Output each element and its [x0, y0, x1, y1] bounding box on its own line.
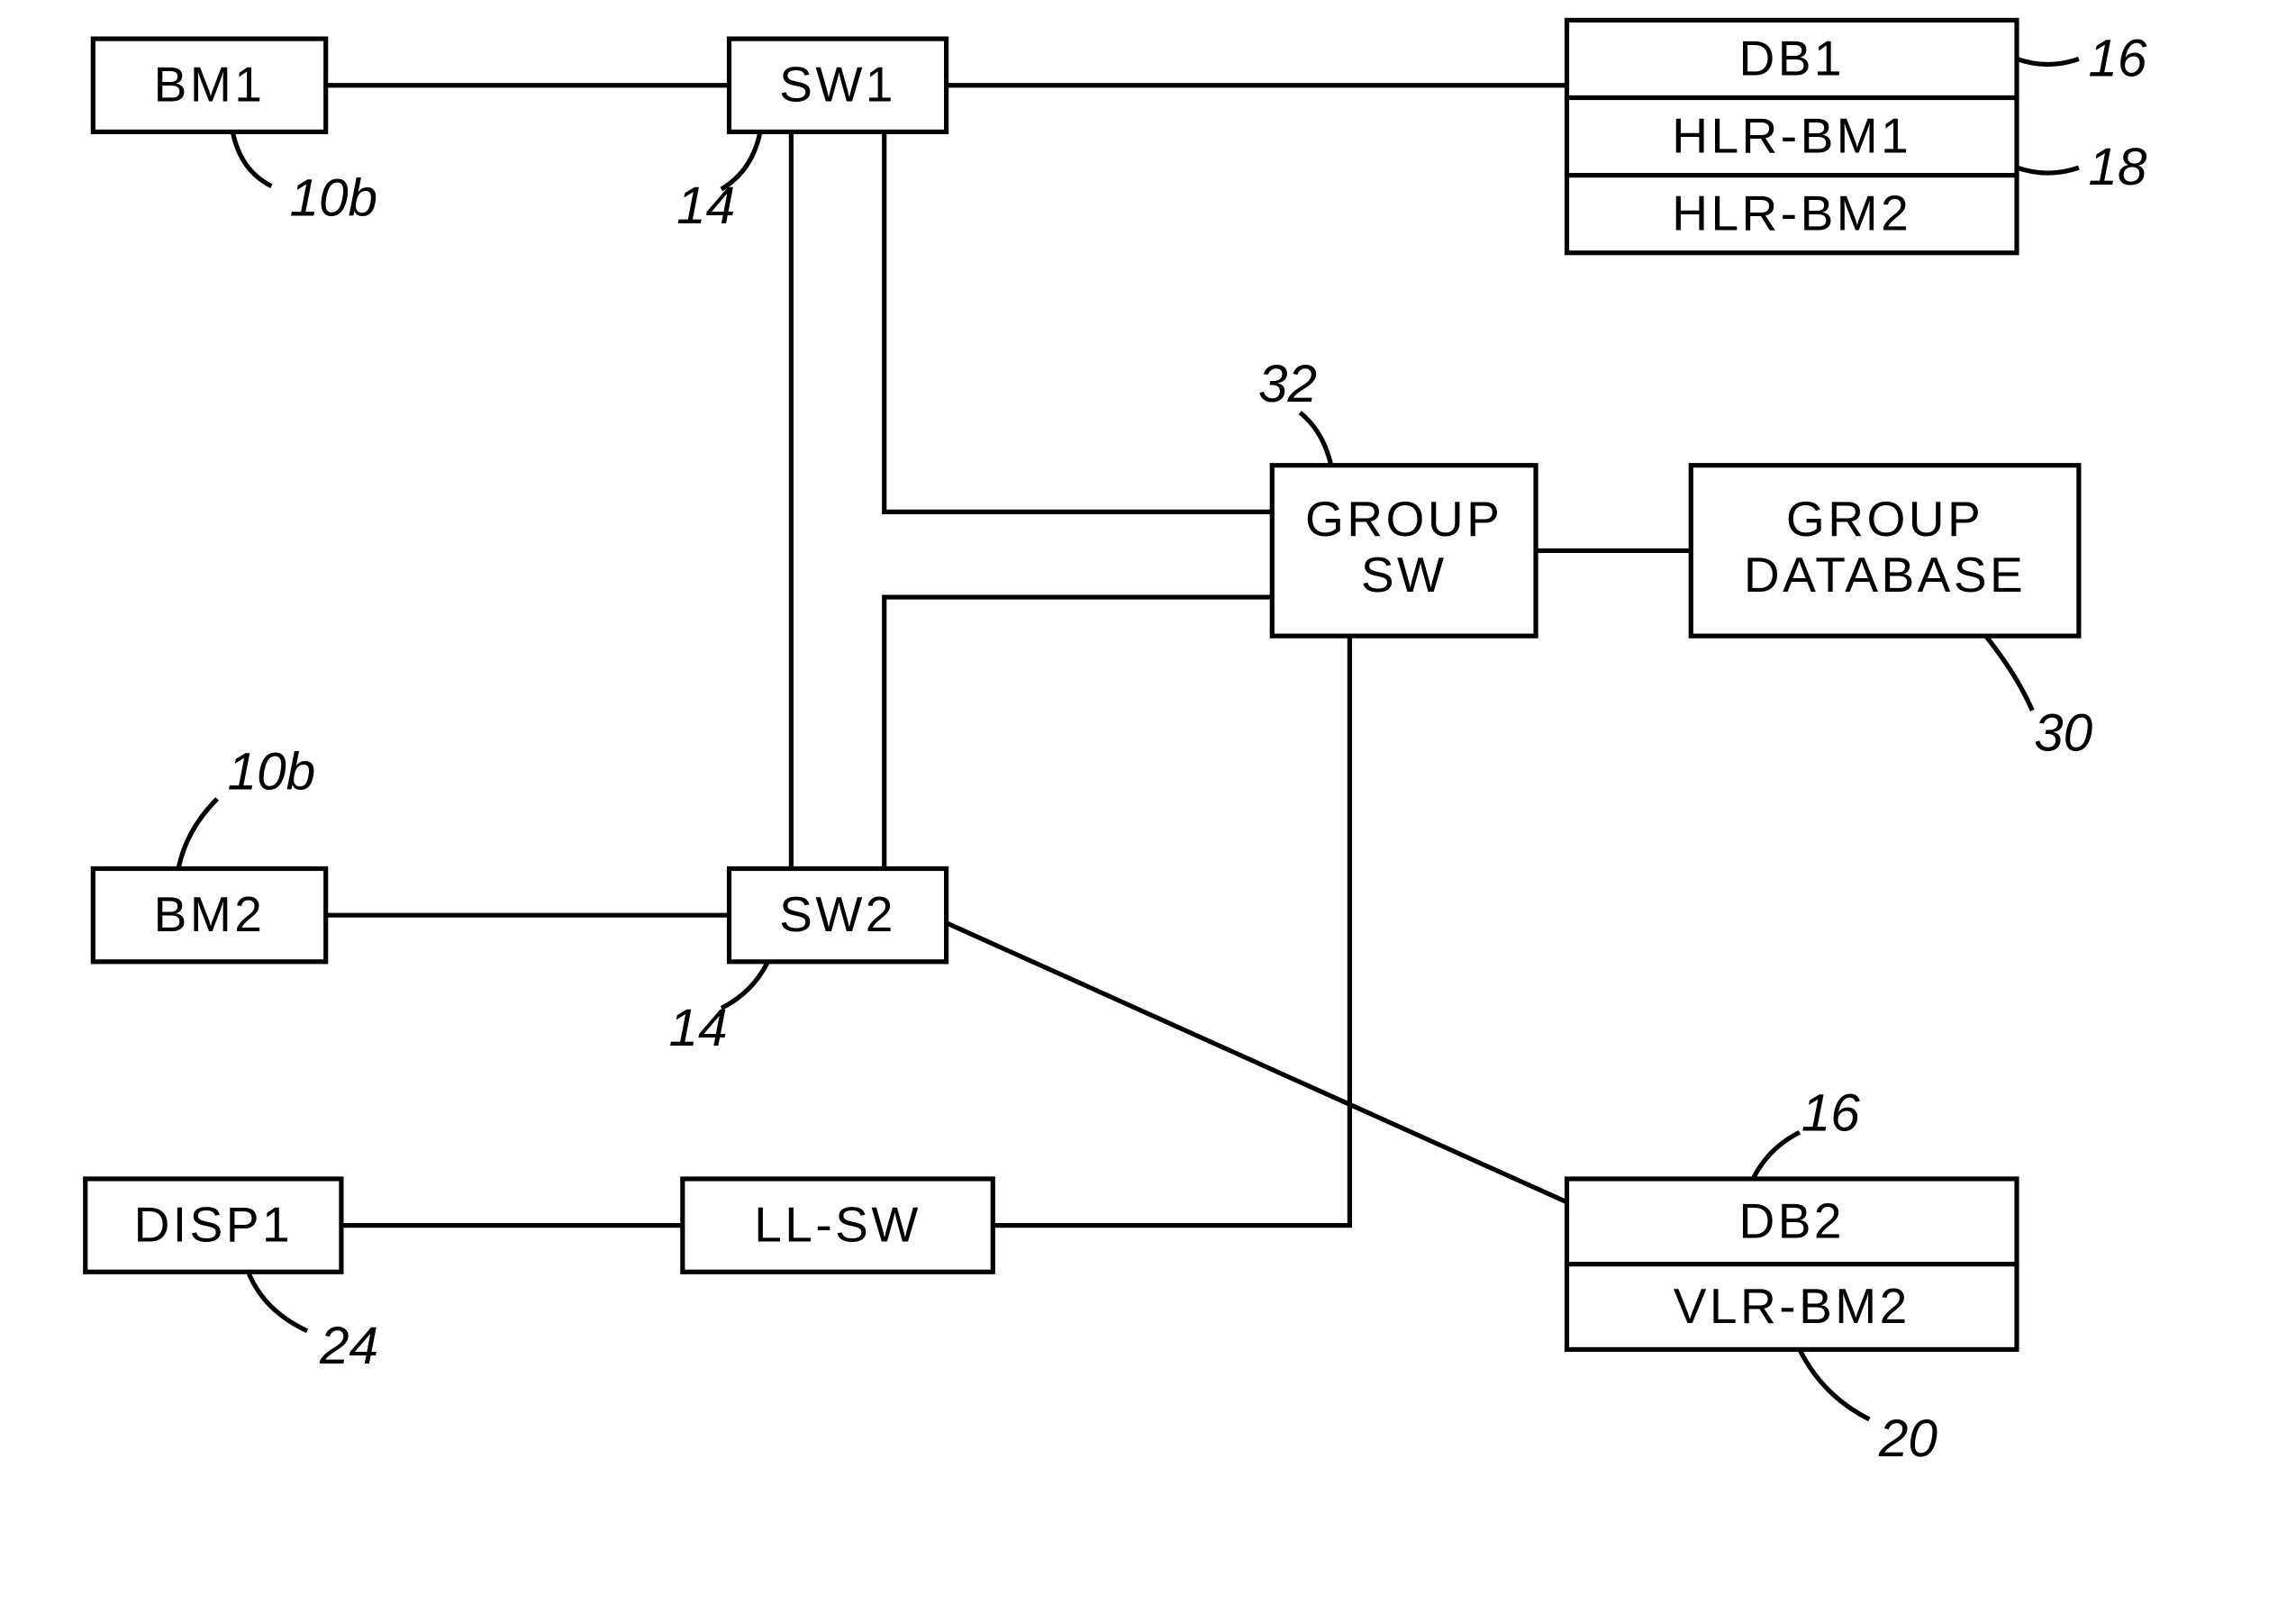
ref-leader [1986, 636, 2033, 711]
ref-number: 16 [2088, 29, 2147, 87]
node-group-sw: GROUPSW [1272, 466, 1536, 636]
ref-number: 14 [676, 177, 735, 235]
ref-label-16: 16 [1753, 1084, 1860, 1179]
ref-label-30: 30 [1986, 636, 2093, 762]
ref-leader [1800, 1349, 1870, 1419]
ref-leader [232, 131, 271, 186]
ref-leader [178, 799, 217, 869]
ref-label-10b: 10b [178, 743, 315, 869]
ref-label-32: 32 [1258, 355, 1331, 466]
node-label: LL-SW [754, 1197, 921, 1253]
node-label: BM2 [154, 886, 266, 942]
node-ll-sw: LL-SW [683, 1179, 993, 1272]
ref-leader [249, 1272, 307, 1330]
ref-leader [2017, 59, 2079, 64]
ref-label-14: 14 [676, 131, 760, 235]
ref-label-18: 18 [2017, 138, 2147, 196]
node-label: SW [1361, 547, 1447, 603]
node-label: VLR-BM2 [1674, 1278, 1910, 1334]
node-bm1: BM1 [93, 39, 325, 131]
edge-sw1-group_sw [885, 131, 1273, 512]
node-sw1: SW1 [729, 39, 946, 131]
edges-layer [326, 86, 1692, 1226]
ref-label-16: 16 [2017, 29, 2147, 87]
edge-sw2-db2 [947, 923, 1567, 1202]
node-sw2: SW2 [729, 868, 946, 961]
ref-number: 18 [2088, 138, 2147, 196]
node-label: DB2 [1738, 1192, 1845, 1248]
network-diagram: BM1SW1DB1HLR-BM1HLR-BM2GROUPSWGROUPDATAB… [0, 0, 2296, 1613]
node-group-db: GROUPDATABASE [1691, 466, 2079, 636]
node-label: GROUP [1305, 491, 1502, 547]
ref-label-14: 14 [668, 962, 767, 1057]
ref-number: 10b [228, 743, 316, 802]
ref-number: 20 [1878, 1409, 1938, 1468]
ref-leader [721, 962, 768, 1009]
node-hlr-bm1: HLR-BM1 [1567, 98, 2017, 176]
node-label: DISP1 [134, 1197, 293, 1253]
ref-leader [1300, 412, 1330, 466]
node-vlr-bm2: VLR-BM2 [1567, 1264, 2017, 1350]
ref-number: 16 [1801, 1084, 1861, 1143]
ref-number: 14 [668, 999, 727, 1057]
node-db2: DB2 [1567, 1179, 2017, 1264]
ref-label-24: 24 [249, 1272, 379, 1375]
node-hlr-bm2: HLR-BM2 [1567, 176, 2017, 253]
ref-number: 32 [1258, 355, 1317, 413]
node-disp1: DISP1 [86, 1179, 341, 1272]
ref-number: 30 [2034, 704, 2093, 763]
node-label: SW1 [779, 57, 896, 113]
ref-label-10b: 10b [232, 131, 377, 227]
node-label: BM1 [154, 57, 266, 113]
ref-label-20: 20 [1800, 1349, 1938, 1468]
edge-group_sw-ll_sw [993, 636, 1349, 1225]
node-bm2: BM2 [93, 868, 325, 961]
ref-number: 24 [319, 1317, 378, 1375]
edge-sw2-group_sw [885, 597, 1273, 868]
node-label: DB1 [1738, 30, 1845, 86]
ref-leader [2017, 168, 2079, 173]
node-label: DATABASE [1744, 547, 2026, 603]
node-label: SW2 [779, 886, 896, 942]
node-db1: DB1 [1567, 20, 2017, 97]
ref-number: 10b [289, 168, 377, 227]
node-label: HLR-BM1 [1672, 108, 1911, 164]
node-label: GROUP [1786, 491, 1983, 547]
nodes-layer: BM1SW1DB1HLR-BM1HLR-BM2GROUPSWGROUPDATAB… [86, 20, 2079, 1349]
ref-leader [1753, 1132, 1800, 1179]
node-label: HLR-BM2 [1672, 186, 1911, 241]
